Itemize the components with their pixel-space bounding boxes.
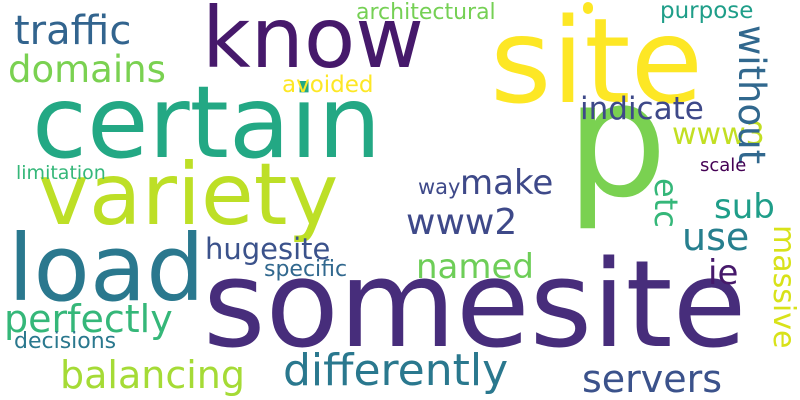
- word-sub: sub: [714, 187, 775, 227]
- word-variety: variety: [38, 145, 339, 245]
- word-know: know: [202, 0, 424, 87]
- word-somesite: somesite: [203, 236, 747, 375]
- word-certain: certain: [32, 64, 382, 181]
- word-site: site: [490, 0, 704, 130]
- word-avoided: avoided: [282, 72, 374, 98]
- word-p: p: [566, 46, 668, 233]
- word-limitation: limitation: [16, 162, 106, 184]
- word-indicate: indicate: [580, 91, 704, 127]
- word-balancing: balancing: [60, 353, 245, 397]
- word-purpose: purpose: [660, 0, 754, 24]
- word-use: use: [682, 215, 750, 259]
- word-www3: www3: [672, 117, 765, 152]
- word-traffic: traffic: [14, 8, 132, 54]
- word-massive: massive: [766, 225, 800, 349]
- word-specific: specific: [264, 257, 348, 282]
- word-www2: www2: [406, 202, 518, 243]
- word-etc: etc: [647, 178, 685, 228]
- word-make: make: [460, 163, 554, 203]
- word-scale: scale: [700, 155, 747, 176]
- word-decisions: decisions: [14, 329, 117, 354]
- word-domains: domains: [8, 48, 166, 91]
- word-load: load: [8, 215, 205, 322]
- word-named: named: [416, 247, 535, 287]
- word-architectural: architectural: [356, 0, 496, 25]
- word-perfectly: perfectly: [4, 297, 173, 341]
- word-way: way: [418, 175, 461, 199]
- word-without: without: [730, 25, 773, 165]
- word-differently: differently: [283, 345, 509, 396]
- word-hugesite: hugesite: [205, 232, 331, 266]
- word-ie: ie: [708, 253, 739, 293]
- word-servers: servers: [582, 357, 723, 400]
- dot-mark: [583, 2, 593, 14]
